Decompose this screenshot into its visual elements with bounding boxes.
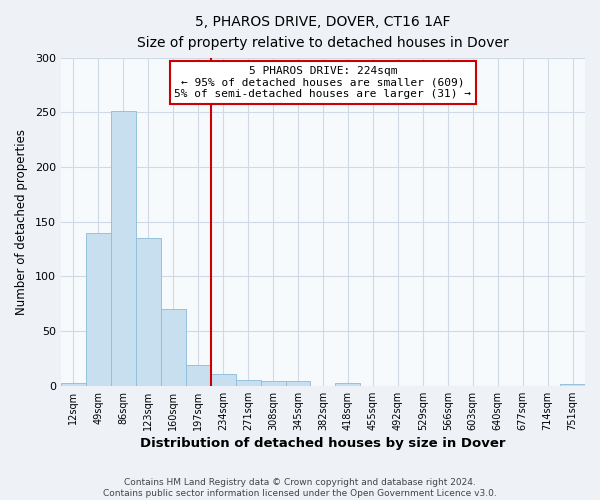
Bar bbox=[236, 380, 260, 386]
Bar bbox=[335, 382, 361, 386]
Bar bbox=[286, 382, 310, 386]
Bar bbox=[260, 382, 286, 386]
Bar bbox=[211, 374, 236, 386]
Text: 5 PHAROS DRIVE: 224sqm
← 95% of detached houses are smaller (609)
5% of semi-det: 5 PHAROS DRIVE: 224sqm ← 95% of detached… bbox=[175, 66, 472, 99]
X-axis label: Distribution of detached houses by size in Dover: Distribution of detached houses by size … bbox=[140, 437, 506, 450]
Y-axis label: Number of detached properties: Number of detached properties bbox=[15, 129, 28, 315]
Bar bbox=[61, 382, 86, 386]
Bar bbox=[161, 310, 186, 386]
Bar bbox=[111, 112, 136, 386]
Bar bbox=[136, 238, 161, 386]
Bar bbox=[186, 365, 211, 386]
Title: 5, PHAROS DRIVE, DOVER, CT16 1AF
Size of property relative to detached houses in: 5, PHAROS DRIVE, DOVER, CT16 1AF Size of… bbox=[137, 15, 509, 50]
Bar bbox=[86, 232, 111, 386]
Bar bbox=[560, 384, 585, 386]
Text: Contains HM Land Registry data © Crown copyright and database right 2024.
Contai: Contains HM Land Registry data © Crown c… bbox=[103, 478, 497, 498]
